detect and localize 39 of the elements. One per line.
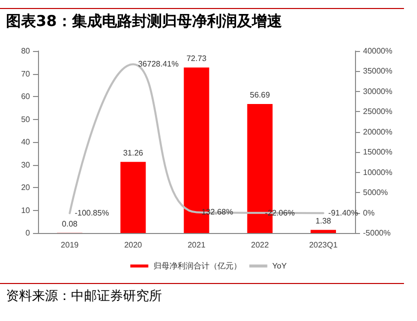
data-label: 0.08	[62, 219, 78, 228]
y-tick-label: 30	[21, 160, 31, 170]
y2-tick-label: 30000%	[363, 86, 392, 96]
x-tick-label: 2022	[251, 240, 270, 250]
data-label: 72.73	[186, 54, 208, 64]
y-tick-label: 50	[21, 114, 31, 124]
y2-tick-label: 35000%	[363, 66, 392, 76]
x-tick-label: 2021	[188, 240, 206, 250]
data-label: -22.06%	[264, 208, 295, 218]
y-tick-label: 60	[21, 92, 31, 101]
y-tick-label: 40	[21, 138, 31, 146]
data-label: 36728.41%	[138, 60, 179, 69]
y-tick-label: 10	[21, 206, 31, 215]
x-tick-label: 2023Q1	[309, 240, 338, 250]
data-label: 1.38	[316, 216, 332, 226]
y-tick-label: 0	[26, 228, 31, 238]
bar	[310, 230, 336, 233]
y2-tick-label: -5000%	[363, 228, 391, 238]
y2-tick-label: 20000%	[363, 127, 392, 136]
y-tick-label: 70	[21, 69, 31, 78]
x-tick-label: 2020	[124, 240, 143, 250]
text: 资料来源：中邮证券研究所	[5, 288, 163, 306]
legend-label: 归母净利润合计（亿元）	[153, 262, 242, 270]
x-tick-label: 2019	[60, 240, 80, 250]
data-label: 56.69	[250, 90, 270, 100]
y2-tick-label: 5000%	[363, 188, 388, 198]
y-tick-label: 80	[21, 46, 31, 56]
y2-tick-label: 25000%	[363, 107, 392, 116]
data-label: 31.26	[123, 148, 144, 158]
y-tick-label: 20	[21, 183, 31, 192]
chart-title: 图表38：集成电路封测归母净利润及增速	[5, 11, 283, 32]
data-label: -100.85%	[74, 208, 109, 218]
y2-tick-label: 0%	[363, 208, 375, 218]
bar	[120, 162, 146, 233]
y2-tick-label: 10000%	[363, 168, 392, 177]
legend-label: YoY	[272, 262, 288, 270]
data-label: 132.68%	[202, 208, 234, 217]
y2-tick-label: 40000%	[363, 46, 392, 56]
y2-tick-label: 15000%	[363, 148, 392, 157]
